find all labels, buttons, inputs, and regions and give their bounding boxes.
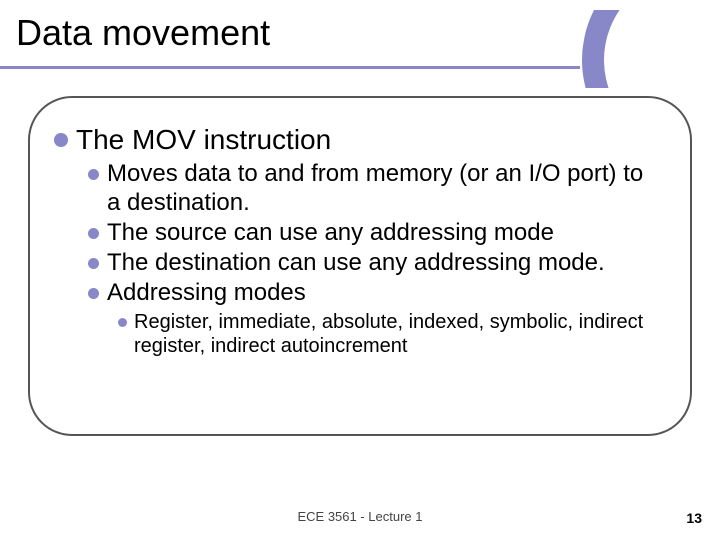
page-number: 13 [686,510,702,526]
bullet-icon [88,169,99,180]
slide: Data movement The MOV instruction Moves … [0,0,720,540]
level1-text: The MOV instruction [76,124,331,156]
bullet-level1: The MOV instruction [54,124,662,156]
bullet-level2: Addressing modes [88,279,662,307]
level2-text: Moves data to and from memory (or an I/O… [107,160,662,217]
bullet-level2: The source can use any addressing mode [88,219,662,247]
bullet-level2: The destination can use any addressing m… [88,249,662,277]
level3-text: Register, immediate, absolute, indexed, … [134,310,662,358]
arc-icon [582,10,720,88]
level2-list: Moves data to and from memory (or an I/O… [88,160,662,358]
bullet-icon [88,288,99,299]
level3-list: Register, immediate, absolute, indexed, … [118,310,662,358]
bullet-level3: Register, immediate, absolute, indexed, … [118,310,662,358]
bullet-icon [88,228,99,239]
title-underline [0,66,580,69]
level2-text: The destination can use any addressing m… [107,249,605,277]
bullet-icon [54,133,68,147]
bullet-icon [118,318,127,327]
content-box: The MOV instruction Moves data to and fr… [28,96,692,436]
level2-text: Addressing modes [107,279,306,307]
footer-text: ECE 3561 - Lecture 1 [0,509,720,524]
corner-decoration [582,10,720,88]
bullet-icon [88,258,99,269]
title-bar: Data movement [0,10,720,74]
level2-text: The source can use any addressing mode [107,219,554,247]
bullet-level2: Moves data to and from memory (or an I/O… [88,160,662,217]
